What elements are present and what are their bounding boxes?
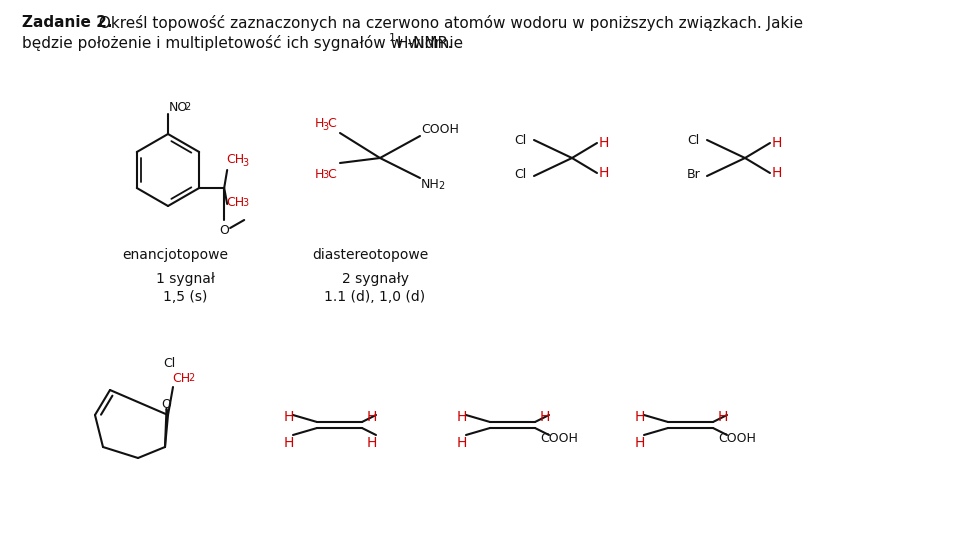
Text: H: H [772, 166, 782, 180]
Text: H: H [599, 136, 610, 150]
Text: O: O [219, 224, 229, 237]
Text: H: H [599, 166, 610, 180]
Text: H: H [367, 436, 377, 450]
Text: H: H [367, 410, 377, 424]
Text: O: O [161, 398, 172, 411]
Text: 2: 2 [438, 181, 444, 191]
Text: 2: 2 [184, 102, 190, 112]
Text: H: H [718, 410, 729, 424]
Text: 1.1 (d), 1,0 (d): 1.1 (d), 1,0 (d) [324, 290, 425, 304]
Text: CH: CH [227, 153, 244, 166]
Text: 3: 3 [242, 198, 249, 208]
Text: diastereotopowe: diastereotopowe [312, 248, 428, 262]
Text: C: C [327, 117, 336, 130]
Text: Cl: Cl [163, 357, 176, 370]
Text: NO: NO [169, 101, 188, 114]
Text: H: H [635, 410, 645, 424]
Text: 1 sygnał: 1 sygnał [156, 272, 214, 286]
Text: 1: 1 [389, 33, 396, 43]
Text: Cl: Cl [514, 134, 526, 147]
Text: NH: NH [421, 178, 440, 191]
Text: będzie położenie i multipletowość ich sygnałów w widmie: będzie położenie i multipletowość ich sy… [22, 35, 468, 51]
Text: H: H [635, 436, 645, 450]
Text: H: H [284, 410, 295, 424]
Text: 2 sygnały: 2 sygnały [342, 272, 409, 286]
Text: COOH: COOH [540, 432, 578, 445]
Text: Cl: Cl [514, 168, 526, 181]
Text: Zadanie 2.: Zadanie 2. [22, 15, 112, 30]
Text: CH: CH [172, 372, 190, 385]
Text: 1,5 (s): 1,5 (s) [163, 290, 207, 304]
Text: COOH: COOH [718, 432, 756, 445]
Text: Cl: Cl [687, 134, 699, 147]
Text: Określ topowość zaznaczonych na czerwono atomów wodoru w poniższych związkach. J: Określ topowość zaznaczonych na czerwono… [94, 15, 804, 31]
Text: H: H [540, 410, 550, 424]
Text: H: H [284, 436, 295, 450]
Text: H-NMR.: H-NMR. [396, 36, 452, 51]
Text: H: H [457, 436, 468, 450]
Text: H: H [772, 136, 782, 150]
Text: 3: 3 [322, 170, 328, 180]
Text: CH: CH [227, 196, 244, 209]
Text: H: H [457, 410, 468, 424]
Text: Br: Br [687, 168, 701, 181]
Text: COOH: COOH [421, 123, 459, 136]
Text: enancjotopowe: enancjotopowe [122, 248, 228, 262]
Text: C: C [327, 168, 336, 181]
Text: 2: 2 [188, 373, 194, 383]
Text: H: H [315, 117, 324, 130]
Text: 3: 3 [242, 158, 249, 168]
Text: 3: 3 [322, 122, 328, 132]
Text: H: H [315, 168, 324, 181]
